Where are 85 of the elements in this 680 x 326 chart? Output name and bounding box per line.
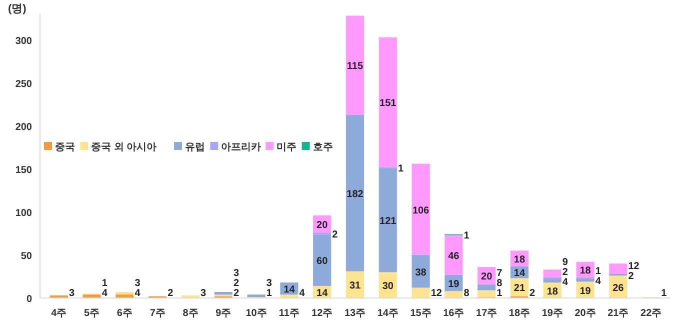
data-label: 1 [496, 288, 503, 299]
data-label: 2 [562, 266, 568, 278]
y-tick-label: 50 [20, 250, 32, 262]
legend-label: 호주 [312, 142, 333, 153]
legend-label: 아프리카 [221, 142, 262, 153]
data-label: 182 [346, 189, 364, 200]
data-label: 2 [628, 270, 634, 282]
legend-label: 미주 [276, 142, 297, 153]
data-label: 4 [102, 288, 108, 299]
x-tick-label: 15주 [410, 308, 432, 319]
data-label: 46 [448, 250, 460, 262]
data-label: 3 [200, 288, 207, 299]
x-tick-label: 7주 [150, 308, 166, 319]
data-label: 18 [580, 266, 592, 277]
y-tick-label: 300 [15, 36, 32, 47]
data-label: 2 [233, 278, 240, 289]
data-label: 14 [284, 284, 296, 296]
x-tick-label: 12주 [312, 308, 333, 319]
x-tick-label: 10주 [246, 308, 267, 319]
data-label: 4 [134, 288, 141, 299]
data-label: 14 [316, 288, 328, 299]
legend-label: 유럽 [185, 142, 205, 153]
data-label: 60 [316, 256, 328, 268]
x-tick-label: 6주 [116, 308, 132, 319]
data-label: 2 [530, 288, 536, 299]
x-tick-label: 14주 [377, 308, 398, 319]
data-label: 9 [562, 256, 568, 268]
data-label: 18 [546, 286, 558, 298]
data-label: 19 [448, 278, 460, 290]
data-label: 2 [332, 229, 338, 240]
data-label: 4 [299, 288, 306, 299]
data-label: 1 [266, 288, 272, 299]
x-tick-label: 9주 [216, 308, 232, 319]
data-label: 121 [380, 216, 397, 228]
data-label: 20 [316, 220, 328, 231]
data-label: 8 [496, 278, 503, 289]
x-tick-label: 18주 [508, 308, 530, 319]
data-label: 12 [628, 260, 640, 272]
data-label: 3 [68, 288, 75, 299]
data-label: 1 [595, 266, 602, 277]
data-label: 30 [382, 281, 394, 292]
x-tick-label: 5주 [84, 308, 100, 319]
data-label: 3 [233, 268, 240, 279]
y-tick-label: 250 [15, 78, 32, 90]
x-tick-label: 21주 [608, 308, 629, 319]
x-tick-label: 8주 [182, 308, 198, 319]
data-label: 8 [464, 288, 470, 299]
data-label: 12 [430, 288, 442, 299]
data-label: 151 [380, 98, 397, 110]
x-tick-label: 22주 [640, 308, 662, 319]
y-tick-label: 150 [15, 164, 32, 176]
data-label: 1 [102, 278, 108, 289]
x-tick-label: 20주 [574, 308, 596, 319]
x-tick-label: 17주 [476, 308, 498, 319]
data-label: 18 [514, 254, 526, 266]
x-tick-label: 16주 [443, 308, 464, 319]
legend-label: 중국 외 아시아 [91, 142, 157, 153]
data-label: 26 [612, 282, 624, 294]
data-label: 31 [349, 280, 361, 292]
x-tick-label: 19주 [542, 308, 563, 319]
data-label: 1 [464, 230, 470, 242]
data-label: 106 [412, 205, 430, 216]
data-label: 1 [661, 288, 668, 299]
data-label: 1 [398, 164, 404, 175]
data-label: 14 [514, 268, 526, 280]
data-label: 7 [496, 268, 503, 279]
data-label: 19 [580, 286, 592, 297]
data-label: 2 [168, 288, 174, 299]
data-label: 20 [481, 272, 493, 283]
data-label: 3 [134, 278, 141, 289]
y-tick-label: 200 [15, 122, 32, 133]
x-tick-label: 11주 [278, 308, 300, 319]
y-axis-title: (명) [8, 3, 27, 15]
y-tick-label: 100 [15, 208, 32, 219]
x-tick-label: 13주 [344, 308, 366, 319]
data-label: 4 [595, 276, 602, 287]
data-label: 3 [266, 278, 272, 289]
data-label: 21 [514, 283, 526, 294]
x-tick-label: 4주 [51, 308, 67, 319]
data-label: 4 [562, 276, 568, 288]
y-tick-label: 0 [26, 294, 32, 305]
data-label: 2 [233, 288, 240, 299]
data-label: 38 [415, 267, 427, 278]
data-label: 115 [346, 61, 364, 72]
legend-label: 중국 [55, 142, 75, 153]
